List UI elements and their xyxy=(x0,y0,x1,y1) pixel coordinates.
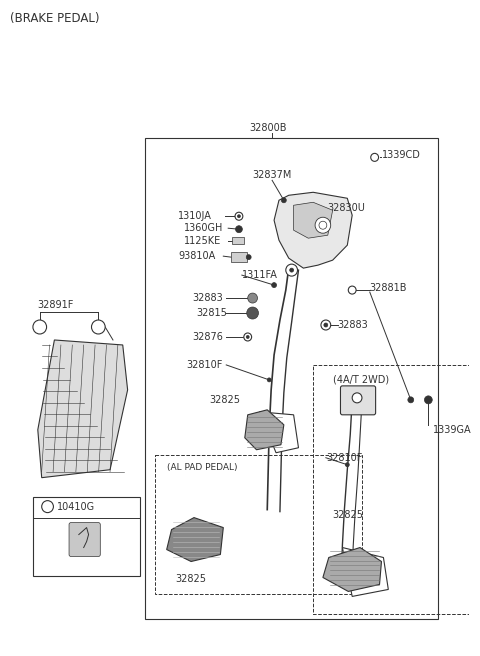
Circle shape xyxy=(247,307,258,319)
Text: 32815: 32815 xyxy=(196,308,227,318)
Bar xyxy=(313,365,480,615)
Circle shape xyxy=(371,154,379,161)
Text: (BRAKE PEDAL): (BRAKE PEDAL) xyxy=(11,12,100,25)
Circle shape xyxy=(408,397,414,403)
Polygon shape xyxy=(323,548,382,592)
Circle shape xyxy=(352,393,362,403)
FancyBboxPatch shape xyxy=(69,523,100,556)
Circle shape xyxy=(33,320,47,334)
Circle shape xyxy=(267,378,271,382)
Text: 1311FA: 1311FA xyxy=(242,270,278,280)
Text: 32825: 32825 xyxy=(210,395,240,405)
Circle shape xyxy=(235,213,243,220)
Text: 32837M: 32837M xyxy=(252,171,292,180)
Circle shape xyxy=(92,320,105,334)
Text: 32876: 32876 xyxy=(192,332,223,342)
Text: a: a xyxy=(96,323,101,331)
Text: 1360GH: 1360GH xyxy=(184,223,224,234)
Bar xyxy=(232,237,244,244)
Circle shape xyxy=(246,335,249,338)
Circle shape xyxy=(246,255,251,260)
Circle shape xyxy=(286,264,298,276)
Text: 1310JA: 1310JA xyxy=(179,211,212,221)
Polygon shape xyxy=(245,410,284,450)
Bar xyxy=(145,138,438,619)
Circle shape xyxy=(319,221,327,229)
Text: 32825: 32825 xyxy=(176,575,206,584)
Text: 32883: 32883 xyxy=(337,320,368,330)
Circle shape xyxy=(244,333,252,341)
Text: 32881B: 32881B xyxy=(370,283,407,293)
Text: 10410G: 10410G xyxy=(57,502,96,512)
Circle shape xyxy=(424,396,432,404)
Text: (AL PAD PEDAL): (AL PAD PEDAL) xyxy=(167,463,237,472)
Bar xyxy=(155,455,362,594)
Text: 1339GA: 1339GA xyxy=(433,425,472,435)
Circle shape xyxy=(236,226,242,233)
Bar xyxy=(231,252,247,262)
Polygon shape xyxy=(167,518,223,562)
Text: 32800B: 32800B xyxy=(250,123,287,133)
Text: 93810A: 93810A xyxy=(179,251,216,261)
Polygon shape xyxy=(294,202,333,238)
Circle shape xyxy=(238,215,240,218)
Bar xyxy=(33,497,140,577)
Text: (4A/T 2WD): (4A/T 2WD) xyxy=(333,375,389,385)
Circle shape xyxy=(281,197,286,203)
Text: 32810F: 32810F xyxy=(326,453,362,462)
Text: 32825: 32825 xyxy=(333,510,364,520)
Circle shape xyxy=(272,283,276,287)
Text: a: a xyxy=(37,323,42,331)
Text: a: a xyxy=(46,504,50,510)
Polygon shape xyxy=(342,548,388,596)
Circle shape xyxy=(321,320,331,330)
Text: 32883: 32883 xyxy=(192,293,223,303)
Circle shape xyxy=(345,462,349,466)
Polygon shape xyxy=(38,340,128,478)
Circle shape xyxy=(42,501,53,512)
FancyBboxPatch shape xyxy=(340,386,376,415)
Polygon shape xyxy=(259,412,299,453)
Text: 32810F: 32810F xyxy=(186,360,223,370)
Text: 1125KE: 1125KE xyxy=(184,236,221,246)
Polygon shape xyxy=(274,192,352,268)
Circle shape xyxy=(248,293,257,303)
Circle shape xyxy=(290,268,294,272)
Text: 32891F: 32891F xyxy=(38,300,74,310)
Text: 1339CD: 1339CD xyxy=(382,150,420,160)
Circle shape xyxy=(324,323,328,327)
Circle shape xyxy=(348,286,356,294)
Circle shape xyxy=(315,217,331,233)
Text: 32830U: 32830U xyxy=(328,203,366,213)
